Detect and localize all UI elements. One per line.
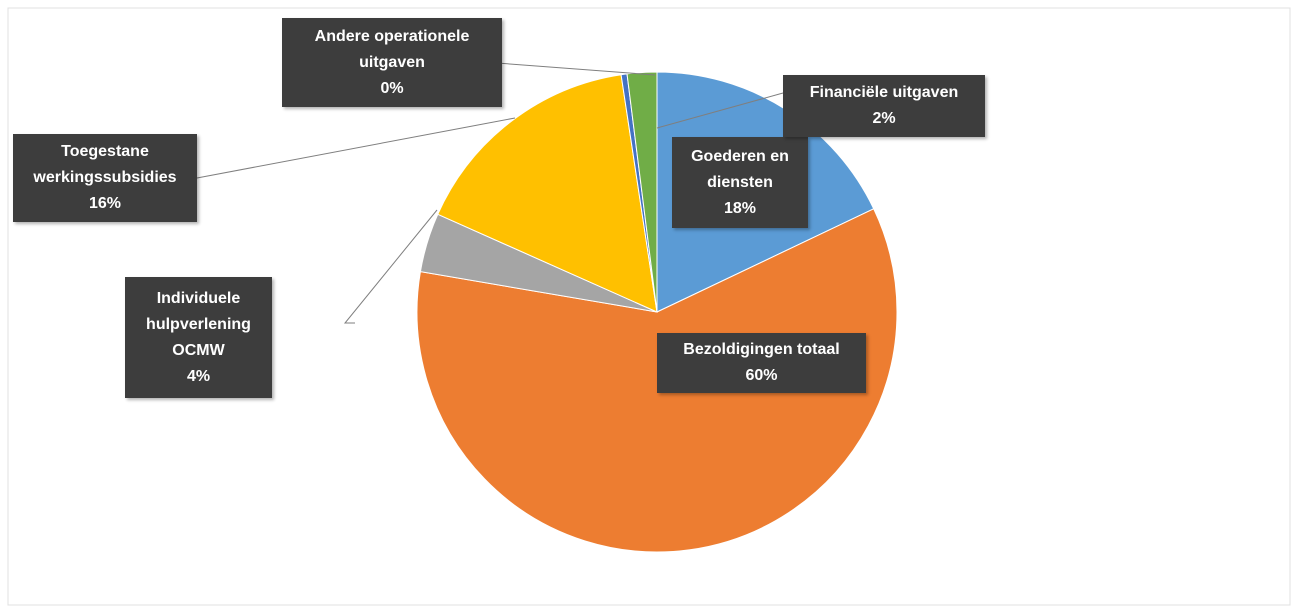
slice-name: Andere operationele uitgaven bbox=[314, 27, 470, 71]
pie-slice bbox=[437, 74, 658, 313]
slice-value: 4% bbox=[186, 367, 211, 385]
slice-name: Goederen en diensten bbox=[691, 147, 789, 191]
slice-value: 16% bbox=[88, 195, 122, 212]
pie-slice bbox=[626, 71, 658, 313]
data-label: Goederen en diensten 18% bbox=[672, 137, 808, 228]
data-label: Andere operationele uitgaven 0% bbox=[282, 18, 502, 107]
data-label: Toegestane werkingssubsidies 16% bbox=[13, 134, 197, 222]
leader-line bbox=[656, 92, 784, 129]
leader-line bbox=[196, 117, 516, 179]
slice-value: 18% bbox=[723, 199, 757, 217]
slice-name: Individuele hulpverlening OCMW bbox=[146, 289, 251, 359]
data-label: Bezoldigingen totaal 60% bbox=[657, 333, 866, 393]
data-label: Financiële uitgaven 2% bbox=[783, 75, 985, 137]
data-label: Individuele hulpverlening OCMW 4% bbox=[125, 277, 272, 398]
slice-value: 60% bbox=[745, 367, 778, 384]
pie-slice bbox=[416, 208, 898, 553]
slice-value: 0% bbox=[380, 79, 404, 97]
slice-name: Bezoldigingen totaal bbox=[683, 341, 840, 358]
leader-line bbox=[496, 62, 656, 76]
leader-line bbox=[343, 209, 438, 324]
slice-name: Toegestane werkingssubsidies bbox=[33, 143, 177, 186]
slice-name: Financiële uitgaven bbox=[809, 84, 959, 101]
slice-value: 2% bbox=[872, 110, 896, 127]
